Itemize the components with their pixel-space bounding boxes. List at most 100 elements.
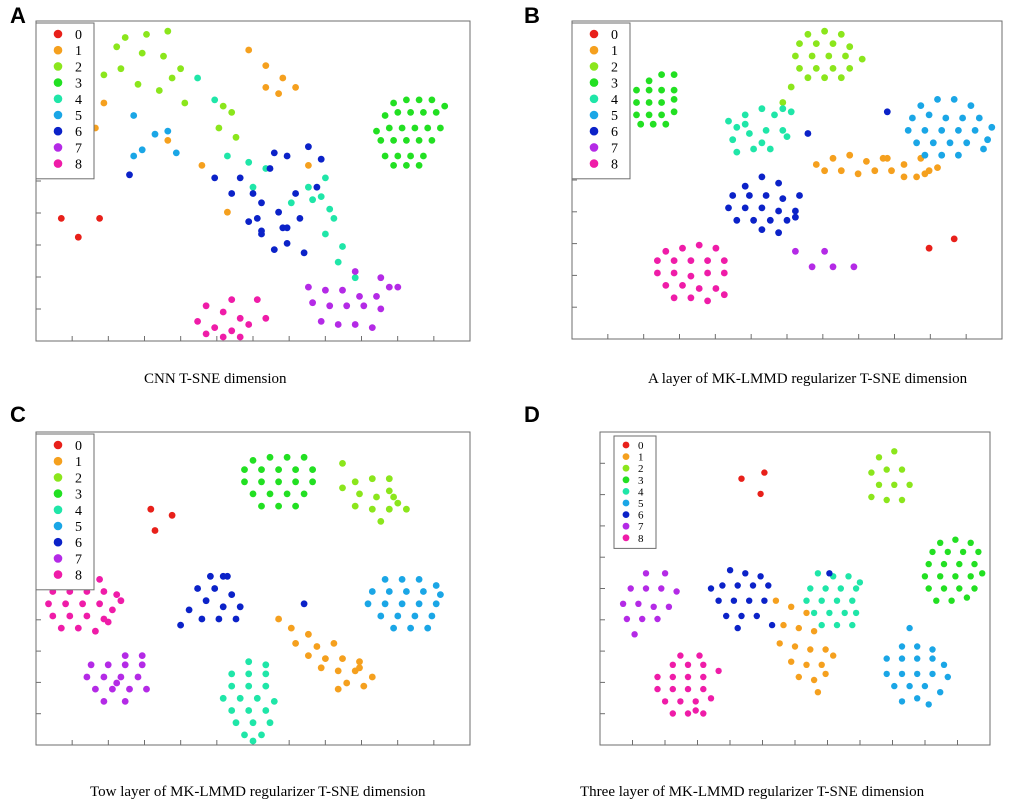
point-class-7: [368, 324, 376, 331]
point-class-2: [808, 52, 816, 60]
point-class-5: [883, 655, 890, 662]
point-class-1: [292, 84, 299, 91]
point-class-6: [126, 171, 133, 179]
point-class-6: [211, 585, 219, 592]
point-class-6: [228, 190, 236, 197]
point-class-4: [228, 707, 236, 714]
point-class-8: [684, 685, 692, 693]
point-class-1: [356, 664, 363, 672]
legend-label-8: 8: [75, 569, 82, 584]
point-class-3: [645, 86, 653, 94]
point-class-8: [654, 685, 661, 693]
point-class-2: [804, 74, 812, 82]
point-class-5: [394, 612, 402, 620]
point-class-1: [921, 170, 929, 178]
point-class-5: [921, 126, 929, 134]
point-class-7: [121, 698, 129, 705]
point-class-3: [952, 536, 959, 543]
point-class-6: [766, 216, 774, 224]
point-class-5: [955, 126, 962, 134]
point-class-5: [909, 114, 916, 122]
point-class-6: [746, 192, 753, 199]
legend-box: [571, 22, 631, 180]
point-class-3: [275, 478, 282, 486]
point-class-3: [645, 77, 653, 85]
point-class-4: [849, 597, 856, 604]
point-class-2: [868, 469, 875, 476]
point-class-4: [249, 737, 257, 745]
point-class-6: [228, 591, 236, 598]
point-class-7: [143, 685, 150, 693]
point-class-8: [669, 661, 676, 668]
point-class-5: [980, 145, 987, 153]
point-class-3: [275, 466, 282, 473]
point-class-4: [741, 111, 749, 119]
point-class-3: [658, 71, 665, 78]
point-class-3: [967, 539, 974, 546]
point-class-7: [377, 305, 385, 313]
point-class-6: [317, 155, 325, 163]
point-class-6: [726, 567, 734, 574]
point-class-4: [852, 585, 860, 592]
point-class-7: [83, 673, 91, 681]
point-class-2: [812, 40, 820, 47]
point-class-5: [898, 670, 906, 678]
point-class-3: [658, 86, 665, 94]
point-class-6: [185, 606, 193, 614]
point-class-6: [202, 597, 210, 605]
point-class-6: [804, 130, 812, 137]
point-class-2: [898, 496, 906, 504]
point-class-1: [863, 158, 870, 165]
point-class-6: [775, 229, 782, 237]
point-class-8: [654, 257, 661, 264]
point-class-7: [322, 286, 329, 294]
point-class-4: [245, 658, 253, 666]
point-class-3: [432, 109, 440, 116]
point-class-3: [385, 124, 393, 132]
point-class-4: [322, 174, 329, 182]
point-class-5: [368, 588, 376, 595]
caption-c: Tow layer of MK-LMMD regularizer T-SNE d…: [90, 784, 426, 800]
legend-marker-8: [53, 570, 63, 579]
legend-label-1: 1: [638, 452, 644, 464]
point-class-4: [249, 183, 257, 191]
point-class-6: [826, 570, 833, 577]
point-class-6: [249, 190, 257, 197]
point-class-2: [891, 448, 898, 455]
point-class-3: [670, 71, 678, 78]
point-class-1: [368, 673, 376, 681]
point-class-8: [712, 285, 720, 292]
legend-marker-8: [589, 159, 599, 168]
point-class-6: [300, 249, 308, 257]
point-class-4: [762, 126, 770, 134]
point-class-8: [679, 282, 686, 289]
point-class-4: [783, 133, 791, 141]
point-class-2: [779, 99, 787, 106]
point-class-3: [658, 111, 665, 119]
point-class-3: [283, 453, 291, 461]
legend-marker-7: [53, 143, 63, 152]
point-class-5: [415, 576, 423, 583]
point-class-3: [925, 585, 932, 592]
point-class-5: [906, 682, 913, 690]
point-class-1: [334, 685, 342, 693]
point-class-6: [741, 204, 749, 212]
point-class-6: [792, 213, 799, 221]
point-class-4: [219, 694, 227, 702]
point-class-7: [373, 293, 380, 300]
point-class-1: [198, 162, 206, 169]
point-class-6: [741, 182, 749, 190]
point-class-5: [914, 655, 921, 662]
point-class-5: [377, 612, 385, 620]
caption-b: A layer of MK-LMMD regularizer T-SNE dim…: [648, 371, 968, 387]
point-class-0: [74, 233, 82, 241]
point-class-4: [266, 719, 274, 727]
legend-label-7: 7: [75, 141, 82, 156]
point-class-5: [432, 582, 440, 589]
point-class-8: [684, 661, 692, 668]
point-class-3: [940, 560, 948, 568]
point-class-0: [925, 244, 933, 252]
point-class-6: [270, 149, 278, 157]
point-class-8: [211, 324, 219, 331]
